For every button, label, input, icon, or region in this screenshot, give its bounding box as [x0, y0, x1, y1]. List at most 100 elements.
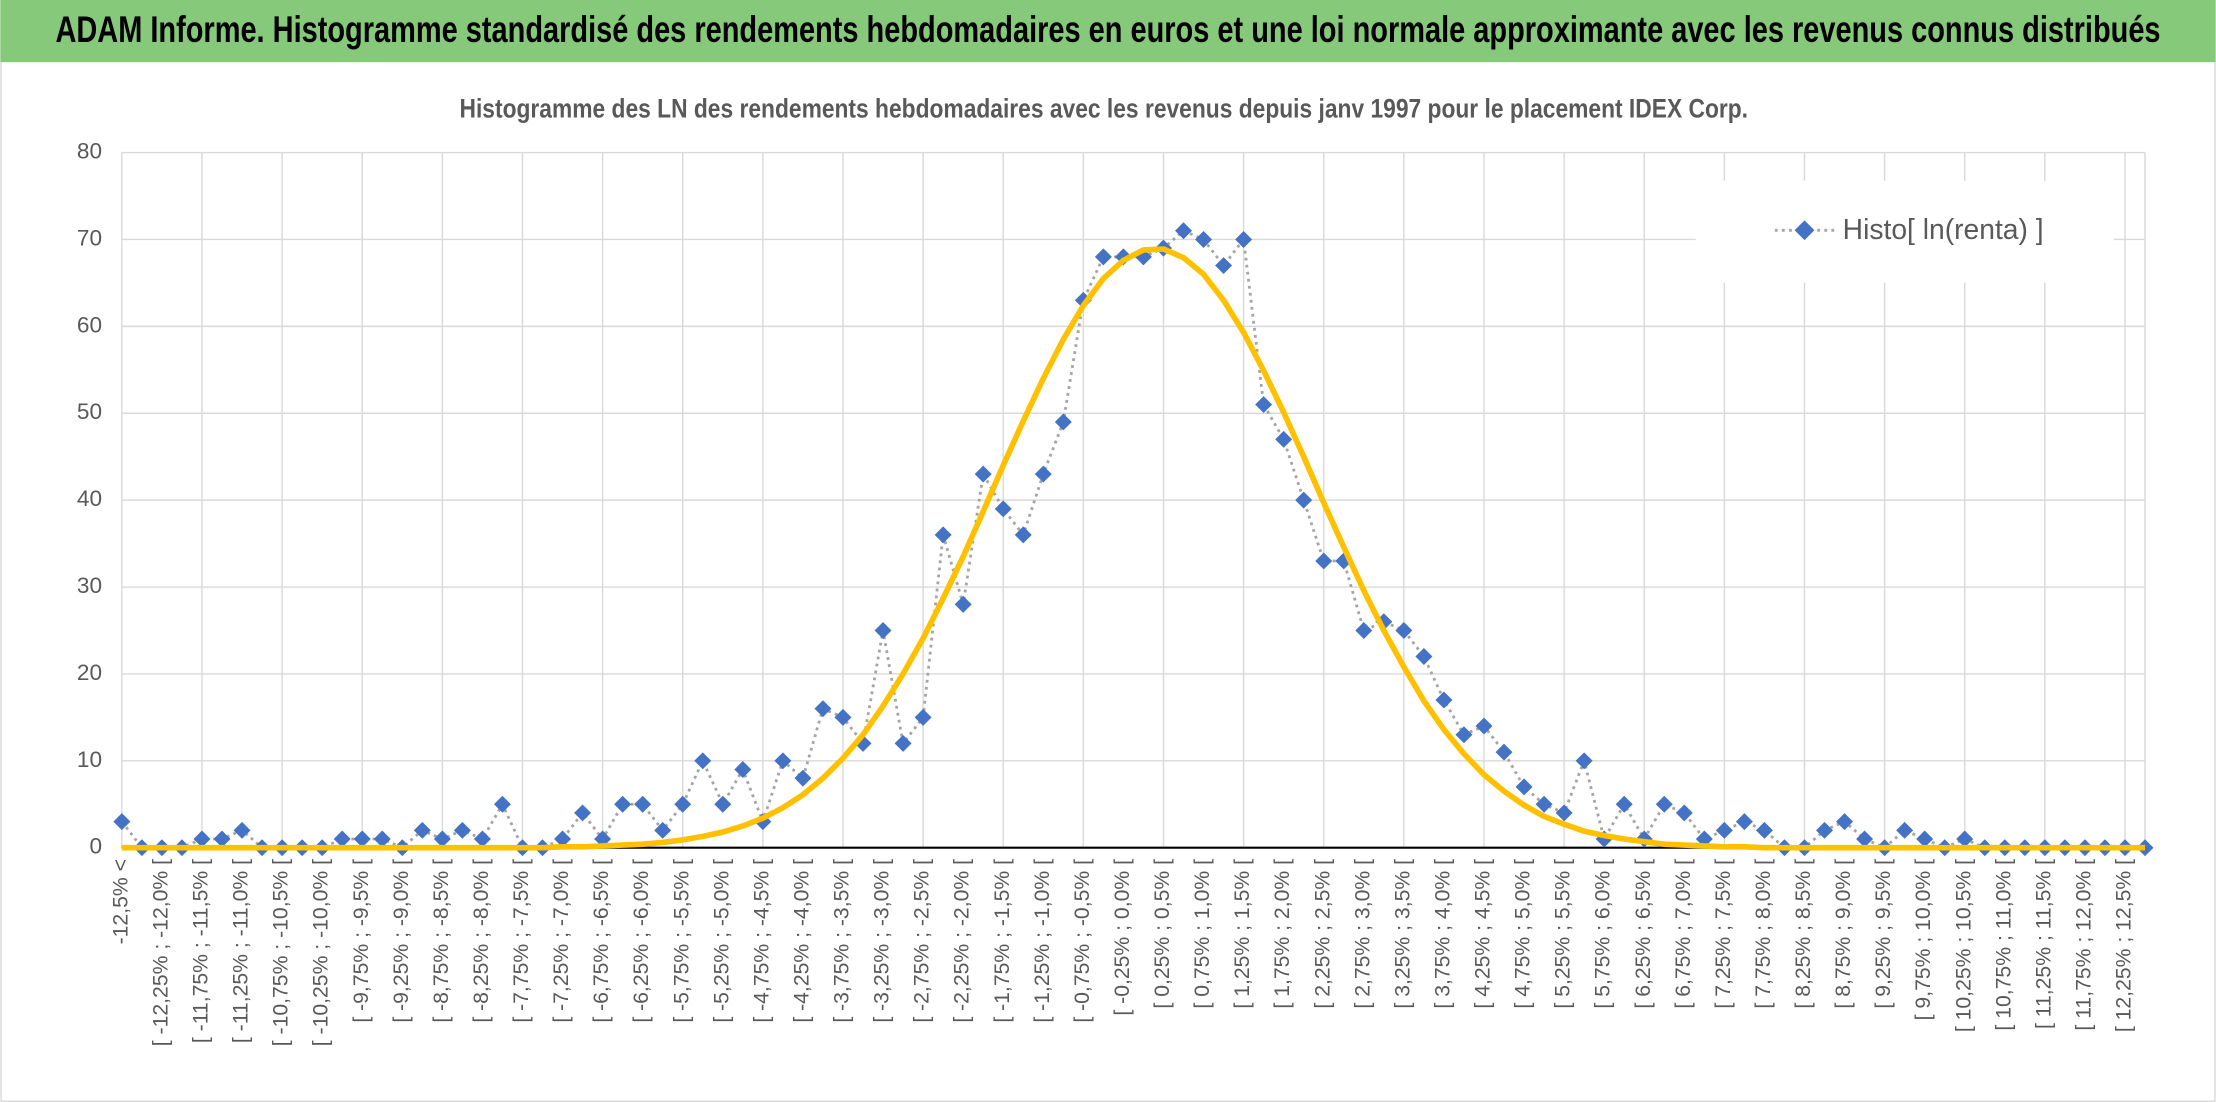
point	[1094, 248, 1112, 266]
point	[1515, 778, 1533, 796]
y-tick-label: 40	[77, 486, 102, 511]
legend-label: Histo[ ln(renta) ]	[1843, 213, 2044, 245]
point	[994, 500, 1012, 518]
x-tick-label: [ -6,75% ; -6,5% [	[590, 859, 613, 1023]
x-tick-label: [ -7,75% ; -7,5% [	[510, 859, 533, 1023]
point	[1755, 821, 1773, 839]
point	[954, 595, 972, 613]
x-tick-label: [ 4,75% ; 5,0% [	[1512, 859, 1535, 1009]
x-tick-label: [ 9,25% ; 9,5% [	[1872, 859, 1895, 1009]
x-tick-label: [ -11,25% ; -11,0% [	[230, 859, 253, 1043]
point	[493, 795, 511, 813]
point	[1836, 813, 1854, 831]
point	[634, 795, 652, 813]
point	[193, 830, 211, 848]
x-tick-label: [ 11,25% ; 11,5% [	[2032, 859, 2055, 1029]
x-tick-label: [ -2,75% ; -2,5% [	[911, 859, 934, 1023]
x-tick-label: [ 8,75% ; 9,0% [	[1832, 859, 1855, 1009]
point	[213, 830, 231, 848]
y-tick-label: 0	[89, 834, 102, 859]
point	[1675, 804, 1693, 822]
point	[1495, 743, 1513, 761]
y-tick-label: 30	[77, 573, 102, 598]
point	[554, 830, 572, 848]
x-tick-label: -12,5% <	[109, 859, 132, 944]
point	[614, 795, 632, 813]
point	[333, 830, 351, 848]
x-tick-label: [ 3,75% ; 4,0% [	[1432, 859, 1455, 1009]
x-tick-label: [ -12,25% ; -12,0% [	[150, 859, 173, 1046]
x-tick-label: [ 2,25% ; 2,5% [	[1311, 859, 1334, 1009]
y-tick-label: 80	[77, 139, 102, 164]
x-tick-label: [ 2,75% ; 3,0% [	[1351, 859, 1374, 1009]
x-tick-label: [ -0,25% ; 0,0% [	[1111, 859, 1134, 1016]
x-tick-label: [ -3,25% ; -3,0% [	[871, 859, 894, 1023]
point	[1315, 552, 1333, 570]
y-tick-label: 10	[77, 747, 102, 772]
point	[734, 761, 752, 778]
x-tick-label: [ 4,25% ; 4,5% [	[1472, 859, 1495, 1009]
x-tick-label: [ -4,25% ; -4,0% [	[791, 859, 814, 1023]
x-tick-label: [ 1,75% ; 2,0% [	[1271, 859, 1294, 1009]
point	[694, 752, 712, 770]
x-tick-label: [ -6,25% ; -6,0% [	[630, 859, 653, 1023]
x-tick-label: [ 9,75% ; 10,0% [	[1912, 859, 1935, 1020]
point	[1295, 491, 1313, 509]
point	[1735, 813, 1753, 831]
point	[1555, 804, 1573, 822]
point	[674, 795, 692, 813]
x-tick-label: [ -10,75% ; -10,5% [	[270, 859, 293, 1046]
point	[774, 752, 792, 770]
x-tick-label: [ 6,25% ; 6,5% [	[1632, 859, 1655, 1009]
x-tick-label: [ -0,75% ; -0,5% [	[1071, 859, 1094, 1023]
point	[934, 526, 952, 544]
point	[453, 821, 471, 839]
y-tick-label: 20	[77, 660, 102, 685]
point	[574, 804, 592, 822]
x-tick-label: [ 7,75% ; 8,0% [	[1752, 859, 1775, 1009]
point	[794, 769, 812, 787]
x-tick-label: [ 6,75% ; 7,0% [	[1672, 859, 1695, 1009]
title-bar	[0, 0, 2216, 63]
x-tick-label: [ -5,25% ; -5,0% [	[710, 859, 733, 1023]
point	[433, 830, 451, 848]
point	[1014, 526, 1032, 544]
x-tick-label: [ -9,25% ; -9,0% [	[390, 859, 413, 1023]
y-tick-label: 50	[77, 399, 102, 424]
point	[473, 830, 491, 848]
point	[1916, 830, 1934, 848]
x-tick-label: [ 7,25% ; 7,5% [	[1712, 859, 1735, 1009]
legend-marker	[1794, 220, 1815, 241]
point	[413, 821, 431, 839]
x-tick-label: [ 10,75% ; 11,0% [	[1992, 859, 2015, 1031]
x-tick-label: [ 3,25% ; 3,5% [	[1391, 859, 1414, 1009]
x-tick-label: [ -5,75% ; -5,5% [	[670, 859, 693, 1023]
point	[814, 700, 832, 718]
x-tick-label: [ -1,25% ; -1,0% [	[1031, 859, 1054, 1023]
x-tick-label: [ 5,75% ; 6,0% [	[1592, 859, 1615, 1009]
x-tick-label: [ -2,25% ; -2,0% [	[951, 859, 974, 1023]
point	[373, 830, 391, 848]
x-tick-label: [ -10,25% ; -10,0% [	[310, 859, 333, 1046]
point	[1455, 726, 1473, 744]
point	[654, 821, 672, 839]
point	[1956, 830, 1974, 848]
x-tick-label: [ -8,25% ; -8,0% [	[470, 859, 493, 1023]
x-tick-label: [ 5,25% ; 5,5% [	[1552, 859, 1575, 1009]
point	[1816, 821, 1833, 839]
y-tick-label: 70	[77, 225, 102, 250]
point	[894, 734, 912, 752]
x-tick-label: [ 11,75% ; 12,0% [	[2073, 859, 2096, 1031]
point	[714, 795, 732, 813]
y-tick-label: 60	[77, 312, 102, 337]
x-tick-label: [ -9,75% ; -9,5% [	[350, 859, 373, 1023]
x-tick-label: [ -7,25% ; -7,0% [	[550, 859, 573, 1023]
point	[1896, 821, 1914, 839]
point	[974, 465, 992, 483]
x-tick-label: [ 0,75% ; 1,0% [	[1191, 859, 1214, 1009]
point	[1034, 465, 1052, 483]
point	[1235, 230, 1253, 248]
point	[353, 830, 371, 848]
chart-title: Histogramme des LN des rendements hebdom…	[460, 93, 1748, 123]
